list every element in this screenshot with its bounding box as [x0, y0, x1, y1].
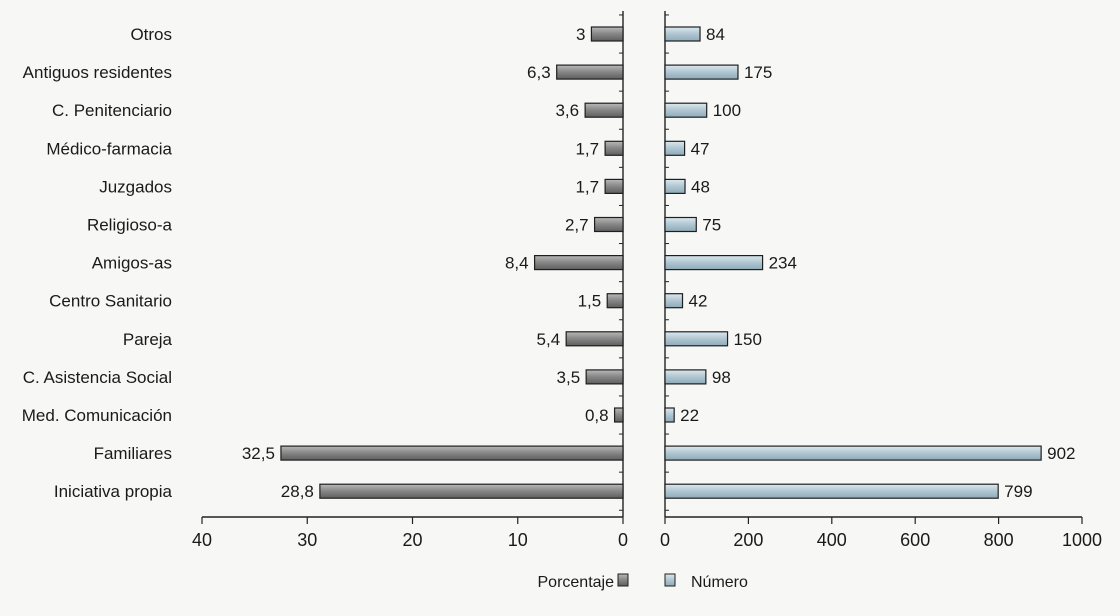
- number-tick-label: 1000: [1062, 530, 1102, 550]
- legend: Porcentaje Número: [538, 573, 748, 591]
- category-label: Antiguos residentes: [23, 63, 172, 82]
- number-bar: [664, 369, 707, 385]
- percent-value-label: 3,5: [557, 368, 581, 387]
- number-value-label: 150: [734, 330, 762, 349]
- percent-value-label: 3: [576, 25, 585, 44]
- percent-bar: [604, 178, 624, 194]
- number-bar: [664, 483, 999, 499]
- number-tick-label: 200: [733, 530, 763, 550]
- number-value-label: 22: [680, 406, 699, 425]
- percent-bar: [593, 216, 624, 233]
- number-bar: [664, 26, 701, 42]
- category-label: Médico-farmacia: [46, 139, 172, 158]
- legend-label-numero: Número: [691, 574, 748, 591]
- percent-value-label: 5,4: [537, 330, 561, 349]
- category-label: C. Penitenciario: [52, 101, 172, 120]
- percent-value-label: 28,8: [281, 482, 314, 501]
- number-value-label: 902: [1047, 444, 1075, 463]
- number-value-label: 47: [691, 139, 710, 158]
- percent-value-label: 0,8: [585, 406, 609, 425]
- bars-layer: [280, 26, 1042, 499]
- number-value-label: 234: [769, 254, 797, 273]
- axes-layer: 40 30 20 10 0 0 200 400 600 800 1000: [192, 10, 1102, 550]
- percent-value-label: 2,7: [565, 216, 589, 235]
- percent-bar: [533, 255, 624, 271]
- number-tick-label: 400: [817, 530, 847, 550]
- number-bar: [664, 445, 1042, 461]
- number-tick-label: 800: [984, 530, 1014, 550]
- percent-tick-label: 30: [297, 530, 317, 550]
- number-value-label: 175: [744, 63, 772, 82]
- number-bar: [664, 407, 675, 423]
- percent-tick-label: 10: [508, 530, 528, 550]
- number-bar: [664, 293, 684, 309]
- number-tick-label: 0: [660, 530, 670, 550]
- percent-value-label: 1,7: [575, 139, 599, 158]
- category-label: C. Asistencia Social: [23, 368, 172, 387]
- number-bar: [664, 64, 739, 80]
- percent-bar: [606, 293, 624, 309]
- category-label: Med. Comunicación: [22, 406, 172, 425]
- number-value-label: 42: [689, 292, 708, 311]
- percent-bar: [565, 331, 624, 347]
- number-value-label: 98: [712, 368, 731, 387]
- legend-label-porcentaje: Porcentaje: [538, 574, 615, 591]
- number-value-label: 75: [702, 216, 721, 235]
- percent-value-label: 32,5: [242, 444, 275, 463]
- category-label: Centro Sanitario: [49, 292, 172, 311]
- percent-bar: [556, 64, 624, 80]
- percent-value-label: 6,3: [527, 63, 551, 82]
- number-value-label: 48: [691, 177, 710, 196]
- number-value-label: 799: [1004, 482, 1032, 501]
- number-bar: [664, 255, 764, 271]
- percent-bar: [590, 26, 624, 42]
- percent-value-label: 3,6: [555, 101, 579, 120]
- category-label: Familiares: [94, 444, 172, 463]
- number-bar: [664, 178, 686, 194]
- percent-bar: [280, 445, 624, 461]
- percent-bar: [319, 483, 624, 499]
- number-bar: [664, 216, 697, 233]
- category-label: Religioso-a: [87, 216, 173, 235]
- category-label: Otros: [130, 25, 172, 44]
- number-value-label: 100: [713, 101, 741, 120]
- percent-tick-label: 20: [402, 530, 422, 550]
- category-label: Pareja: [123, 330, 173, 349]
- number-bar: [664, 102, 708, 118]
- number-bar: [664, 331, 729, 347]
- percent-value-label: 1,5: [578, 292, 602, 311]
- category-label: Iniciativa propia: [54, 482, 173, 501]
- percent-bar: [613, 407, 624, 423]
- percent-bar: [604, 140, 624, 156]
- labels-layer: Otros 3 84 Antiguos residentes 6,3 175 C. Peni…: [22, 25, 1076, 501]
- percent-value-label: 8,4: [505, 254, 529, 273]
- percent-tick-label: 40: [192, 530, 212, 550]
- number-value-label: 84: [706, 25, 725, 44]
- category-label: Juzgados: [99, 177, 172, 196]
- percent-tick-label: 0: [618, 530, 628, 550]
- legend-swatch-porcentaje: [617, 573, 629, 587]
- category-label: Amigos-as: [92, 254, 172, 273]
- percent-bar: [584, 102, 624, 118]
- number-bar: [664, 140, 686, 156]
- percent-bar: [585, 369, 624, 385]
- percent-value-label: 1,7: [575, 177, 599, 196]
- legend-swatch-numero: [664, 573, 676, 587]
- number-tick-label: 600: [900, 530, 930, 550]
